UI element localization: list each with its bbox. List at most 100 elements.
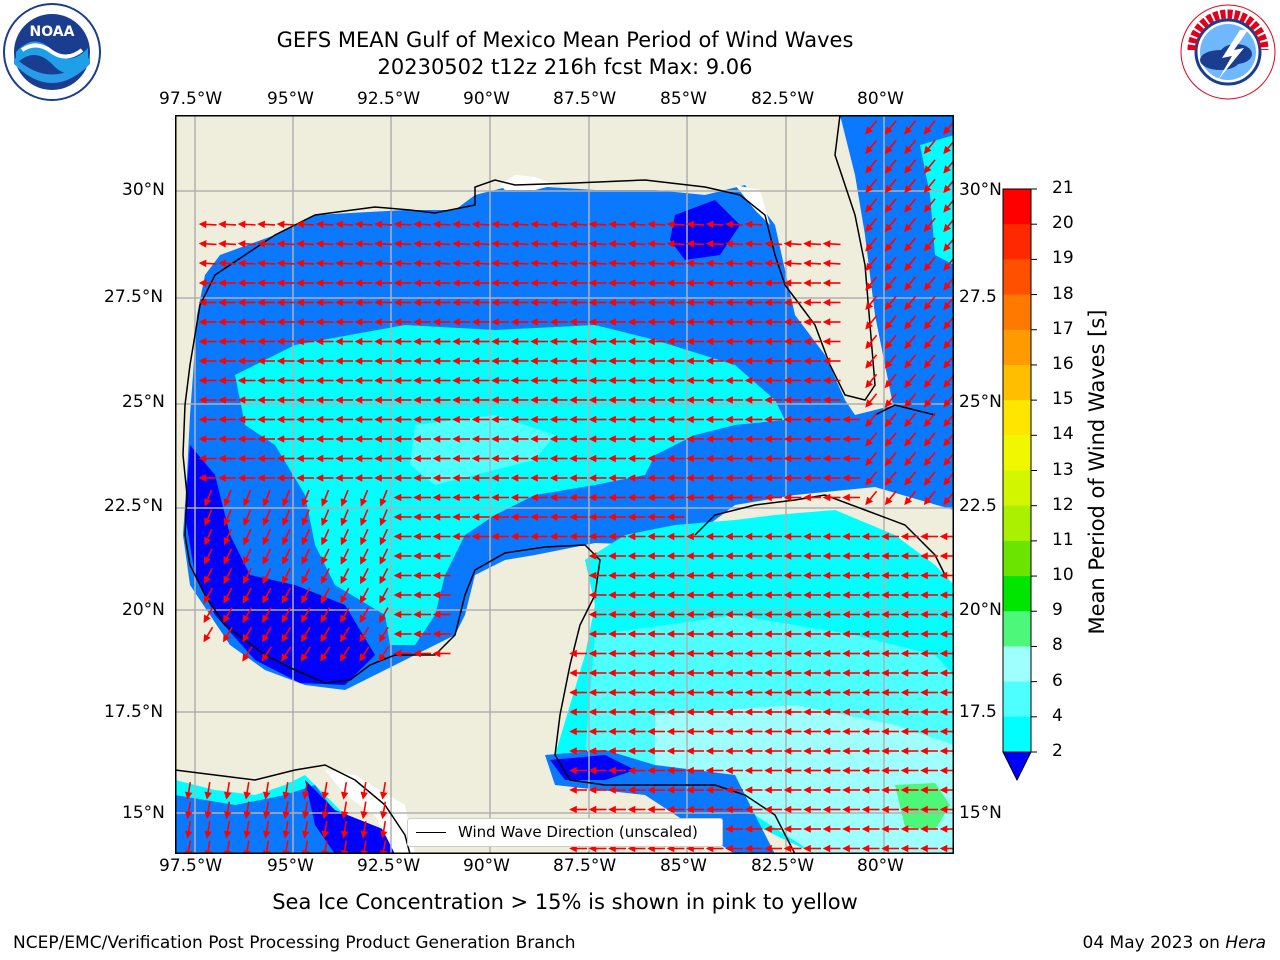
wind-wave-arrow-head <box>744 630 753 638</box>
wind-wave-arrow-head <box>803 747 811 755</box>
wind-wave-arrow-head <box>900 688 909 697</box>
wind-wave-arrow-head <box>822 415 831 424</box>
wind-wave-arrow-head <box>393 649 402 658</box>
wind-wave-arrow-head <box>608 259 616 268</box>
wind-wave-arrow-head <box>725 708 733 716</box>
wind-wave-arrow-head <box>608 727 616 736</box>
wind-wave-arrow-head <box>184 830 193 839</box>
wind-wave-arrow-head <box>569 708 577 716</box>
wind-wave-arrow-head <box>393 357 402 365</box>
wind-wave-arrow-head <box>705 610 714 619</box>
wind-wave-arrow-head <box>803 376 811 385</box>
wind-wave-arrow-head <box>865 282 873 291</box>
wind-wave-arrow-head <box>530 493 538 502</box>
wind-wave-arrow-head <box>842 727 850 736</box>
wind-wave-arrow-head <box>510 396 519 404</box>
wind-wave-arrow-head <box>393 415 402 424</box>
wind-wave-arrow-head <box>588 708 597 716</box>
wind-wave-arrow-head <box>276 318 285 326</box>
wind-wave-arrow-head <box>881 747 889 755</box>
wind-wave-arrow-head <box>237 474 246 482</box>
wind-wave-arrow-head <box>939 688 948 697</box>
wind-wave-arrow-head <box>315 259 324 268</box>
wind-wave-arrow-head <box>491 376 499 385</box>
wind-wave-arrow-head <box>296 240 304 248</box>
wind-wave-arrow-head <box>803 532 811 541</box>
wind-wave-arrow-head <box>588 513 597 521</box>
wind-wave-arrow-head <box>725 396 733 404</box>
wind-wave-arrow-head <box>705 240 714 248</box>
wind-wave-arrow-head <box>530 532 538 541</box>
wind-wave-arrow-head <box>705 532 714 541</box>
wind-wave-arrow-head <box>822 825 831 833</box>
map-legend: Wind Wave Direction (unscaled) <box>407 818 723 847</box>
wind-wave-arrow-head <box>608 688 616 697</box>
wind-wave-arrow-head <box>354 454 363 463</box>
wind-wave-arrow-head <box>588 766 597 775</box>
wind-wave-arrow-head <box>865 360 873 369</box>
wind-wave-arrow-head <box>569 513 577 521</box>
wind-wave-arrow-head <box>549 240 558 248</box>
lon-label: 92.5°W <box>357 856 421 876</box>
wind-wave-arrow-head <box>939 591 948 599</box>
wind-wave-arrow-head <box>725 552 733 560</box>
wind-wave-arrow-head <box>803 298 811 307</box>
wind-wave-arrow-head <box>842 766 850 775</box>
wind-wave-arrow-head <box>783 493 792 502</box>
wind-wave-arrow-head <box>569 415 577 424</box>
wind-wave-arrow-head <box>764 259 772 268</box>
wind-wave-arrow-head <box>705 747 714 755</box>
wind-wave-arrow-head <box>803 669 811 677</box>
wind-wave-arrow-head <box>301 791 310 800</box>
colorbar-band <box>1003 224 1031 260</box>
wind-wave-arrow-head <box>783 396 792 404</box>
wind-wave-arrow-head <box>666 513 675 521</box>
wind-wave-arrow-head <box>608 532 616 541</box>
wind-wave-arrow-head <box>608 610 616 619</box>
wind-wave-arrow-head <box>257 220 265 229</box>
wind-wave-arrow-head <box>608 220 616 229</box>
wind-wave-arrow-head <box>471 259 480 268</box>
wind-wave-arrow-head <box>222 633 231 643</box>
wind-wave-arrow-head <box>452 357 460 365</box>
wind-wave-arrow-head <box>764 435 772 443</box>
wind-wave-arrow-head <box>432 513 441 521</box>
wind-wave-arrow-head <box>884 321 893 330</box>
wind-wave-arrow-head <box>725 649 733 658</box>
wind-wave-arrow-head <box>432 630 441 638</box>
wind-wave-arrow-head <box>491 318 499 326</box>
wind-wave-arrow-head <box>588 688 597 697</box>
wind-wave-arrow-head <box>822 376 831 385</box>
lat-label: 25°N <box>122 392 165 412</box>
wind-wave-arrow-head <box>627 630 636 638</box>
wind-wave-arrow-head <box>725 240 733 248</box>
colorbar-tick-label: 14 <box>1052 424 1074 445</box>
wind-wave-arrow-head <box>569 844 577 853</box>
wind-wave-arrow-head <box>296 435 304 443</box>
wind-wave-arrow-head <box>939 552 948 560</box>
wind-wave-arrow-head <box>393 591 402 599</box>
wind-wave-arrow-head <box>471 454 480 463</box>
colorbar-band <box>1003 470 1031 507</box>
wind-wave-arrow-head <box>705 649 714 658</box>
wind-wave-arrow-head <box>354 396 363 404</box>
wind-wave-arrow-head <box>432 552 441 560</box>
wind-wave-arrow-head <box>744 766 753 775</box>
wind-wave-arrow-head <box>198 474 207 482</box>
wind-wave-arrow-head <box>647 318 655 326</box>
wind-wave-arrow-head <box>939 805 948 814</box>
wind-wave-arrow-head <box>764 318 772 326</box>
wind-wave-arrow-head <box>530 298 538 307</box>
wind-wave-arrow-head <box>237 220 246 229</box>
wind-wave-arrow-head <box>569 493 577 502</box>
wind-wave-arrow-head <box>803 396 811 404</box>
wind-wave-arrow-head <box>491 240 499 248</box>
wind-wave-arrow-head <box>842 805 850 814</box>
wind-wave-arrow-head <box>744 805 753 814</box>
wind-wave-arrow-head <box>803 610 811 619</box>
wind-wave-arrow-head <box>842 630 850 638</box>
wind-wave-arrow-head <box>569 240 577 248</box>
wind-wave-arrow-head <box>569 337 577 346</box>
wind-wave-arrow-head <box>705 591 714 599</box>
wind-wave-arrow-head <box>204 536 211 546</box>
